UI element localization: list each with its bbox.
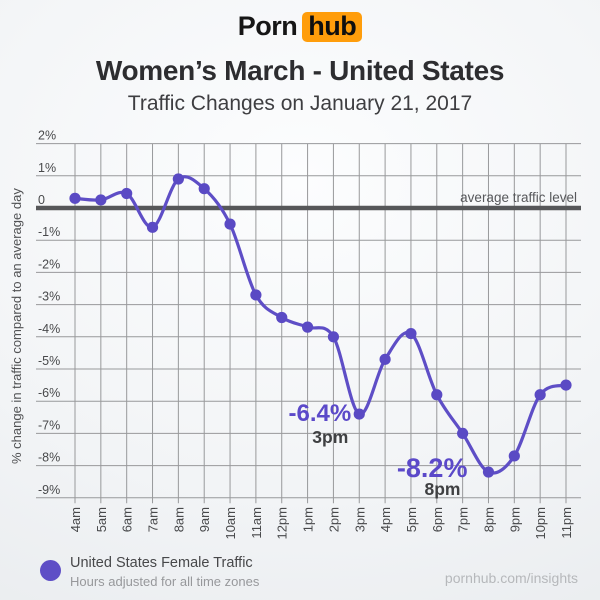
- data-point: [327, 331, 340, 343]
- data-point: [534, 389, 546, 401]
- y-axis-title: % change in traffic compared to an avera…: [9, 188, 24, 464]
- x-axis-tick-label: 9am: [197, 507, 212, 532]
- data-point: [379, 353, 391, 365]
- x-axis-tick-label: 4pm: [378, 507, 393, 532]
- annotation-value: -6.4%: [289, 400, 352, 427]
- x-axis-tick-label: 10am: [223, 507, 238, 540]
- data-point: [301, 321, 314, 333]
- y-axis-tick-label: -2%: [38, 257, 60, 271]
- y-axis-tick-label: -5%: [38, 354, 60, 368]
- logo-part-1: Porn: [237, 11, 298, 41]
- legend-series-label: United States Female Traffic: [70, 555, 253, 571]
- y-axis-tick-label: -7%: [38, 418, 60, 432]
- x-axis-tick-label: 10pm: [533, 507, 548, 540]
- data-point: [146, 221, 159, 233]
- x-axis-tick-label: 8am: [171, 507, 186, 532]
- data-point: [431, 389, 443, 401]
- pornhub-logo: Porn hub: [0, 11, 600, 43]
- data-point: [276, 311, 288, 324]
- page-subtitle: Traffic Changes on January 21, 2017: [127, 92, 473, 116]
- insights-url: pornhub.com/insights: [444, 570, 578, 586]
- x-axis-tick-label: 2pm: [326, 507, 341, 532]
- y-axis-tick-label: -8%: [38, 451, 60, 465]
- data-point: [69, 192, 81, 204]
- data-point: [405, 327, 417, 340]
- x-axis-tick-label: 6am: [120, 507, 135, 532]
- data-point: [121, 187, 133, 200]
- average-traffic-label: average traffic level: [460, 190, 577, 205]
- x-axis-tick-label: 9pm: [507, 507, 522, 532]
- data-point: [95, 194, 107, 206]
- y-axis-tick-label: -6%: [38, 386, 60, 400]
- y-axis-tick-label: -3%: [38, 290, 60, 304]
- data-point: [250, 289, 262, 301]
- data-point: [353, 408, 365, 420]
- annotation-value: -8.2%: [397, 453, 468, 483]
- x-axis-tick-label: 12pm: [275, 507, 290, 540]
- data-point: [508, 450, 520, 462]
- legend-note: Hours adjusted for all time zones: [70, 574, 260, 589]
- x-axis-tick-label: 8pm: [481, 507, 496, 532]
- data-point: [198, 183, 210, 195]
- data-point: [457, 427, 469, 439]
- x-axis-tick-label: 1pm: [301, 507, 316, 532]
- x-axis-tick-label: 11am: [249, 507, 264, 539]
- y-axis-tick-label: 0: [38, 193, 45, 207]
- legend-marker-icon: [40, 560, 61, 581]
- x-axis-tick-label: 3pm: [352, 507, 367, 532]
- data-point: [482, 466, 495, 478]
- y-axis-tick-label: -1%: [38, 225, 60, 239]
- data-point: [224, 218, 236, 230]
- y-axis-tick-label: 1%: [38, 161, 56, 175]
- page-title: Women’s March - United States: [95, 55, 505, 87]
- data-point: [560, 379, 572, 391]
- x-axis-tick-label: 5pm: [404, 507, 419, 532]
- y-axis-tick-label: -4%: [38, 322, 60, 336]
- x-axis-tick-label: 7am: [146, 507, 161, 532]
- annotation-time: 8pm: [424, 479, 460, 499]
- x-axis-tick-label: 5am: [94, 507, 109, 532]
- data-point: [172, 173, 184, 185]
- annotation-time: 3pm: [312, 427, 348, 447]
- x-axis-tick-label: 6pm: [430, 507, 445, 532]
- header: Porn hub Women’s March - United States Tr…: [0, 0, 600, 116]
- x-axis-tick-label: 11pm: [559, 507, 574, 539]
- y-axis-tick-label: -9%: [38, 483, 60, 497]
- y-axis-tick-label: 2%: [38, 129, 56, 143]
- x-axis-tick-label: 4am: [68, 507, 83, 532]
- logo-part-2: hub: [302, 12, 363, 43]
- x-axis-tick-label: 7pm: [456, 507, 471, 532]
